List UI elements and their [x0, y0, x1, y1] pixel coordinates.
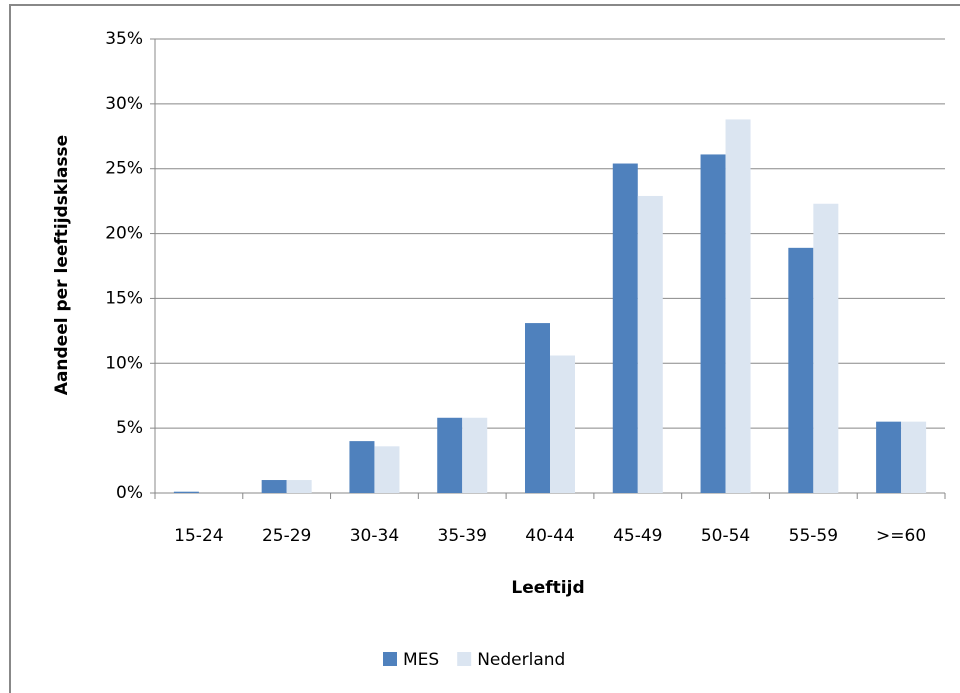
y-axis-title: Aandeel per leeftijdsklasse — [52, 135, 72, 395]
bar — [725, 119, 751, 494]
legend-label: MES — [403, 650, 439, 670]
x-tick-label: 55-59 — [789, 526, 838, 546]
bar — [813, 203, 839, 494]
bar — [901, 421, 927, 493]
y-tick-label: 30% — [105, 94, 143, 114]
legend-swatch — [457, 652, 472, 666]
bar — [788, 247, 814, 493]
bar — [462, 417, 488, 493]
y-tick-label: 35% — [105, 29, 143, 49]
bar — [637, 195, 663, 493]
x-tick-label: 45-49 — [613, 526, 662, 546]
bar — [173, 491, 199, 493]
x-tick-label: 50-54 — [701, 526, 750, 546]
bar — [525, 323, 550, 493]
y-tick-label: 25% — [105, 159, 143, 179]
y-tick-label: 0% — [116, 483, 143, 503]
y-tick-label: 15% — [105, 288, 143, 308]
bar — [261, 480, 287, 493]
bar — [876, 421, 902, 493]
x-tick-label: 30-34 — [350, 526, 399, 546]
y-tick-label: 20% — [105, 224, 143, 244]
bar — [550, 355, 575, 493]
legend-swatch — [383, 652, 397, 666]
bar — [374, 446, 400, 493]
x-tick-label: 25-29 — [262, 526, 311, 546]
y-tick-label: 10% — [105, 353, 143, 373]
bar — [349, 441, 375, 493]
bar — [437, 417, 463, 493]
y-tick-label: 5% — [116, 418, 143, 438]
x-tick-label: 35-39 — [438, 526, 487, 546]
x-tick-label: >=60 — [876, 526, 926, 546]
x-axis-title: Leeftijd — [511, 578, 584, 598]
legend-label: Nederland — [477, 650, 565, 670]
bar — [286, 480, 312, 493]
bar — [700, 154, 726, 493]
x-tick-label: 40-44 — [525, 526, 574, 546]
bar — [612, 163, 638, 494]
x-tick-label: 15-24 — [174, 526, 223, 546]
